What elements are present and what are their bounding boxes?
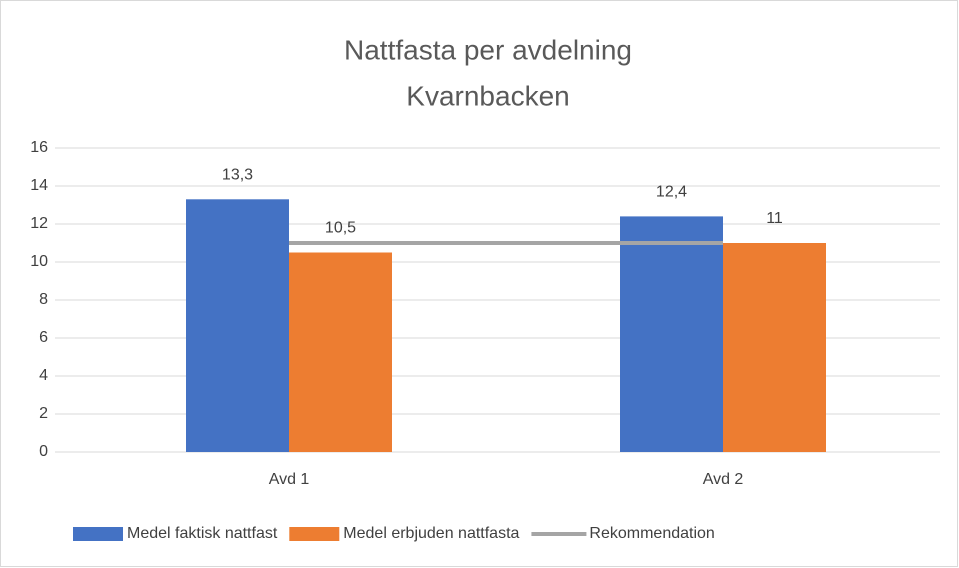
x-tick-label: Avd 2 bbox=[703, 471, 744, 488]
legend-label: Medel erbjuden nattfasta bbox=[343, 525, 519, 542]
data-label: 13,3 bbox=[222, 167, 253, 184]
legend-swatch bbox=[73, 527, 123, 541]
y-tick-label: 8 bbox=[39, 291, 48, 308]
y-tick-label: 6 bbox=[39, 329, 48, 346]
legend-label: Rekommendation bbox=[589, 525, 714, 542]
y-tick-label: 12 bbox=[30, 215, 48, 232]
y-tick-label: 2 bbox=[39, 405, 48, 422]
y-tick-label: 14 bbox=[30, 177, 48, 194]
y-tick-label: 0 bbox=[39, 443, 48, 460]
y-tick-label: 16 bbox=[30, 139, 48, 156]
legend-label: Medel faktisk nattfast bbox=[127, 525, 278, 542]
data-label: 12,4 bbox=[656, 184, 687, 201]
y-tick-label: 10 bbox=[30, 253, 48, 270]
bar bbox=[186, 199, 289, 452]
chart-subtitle: Kvarnbacken bbox=[406, 80, 569, 111]
bar bbox=[723, 243, 826, 452]
bar bbox=[289, 252, 392, 452]
chart-title: Nattfasta per avdelning bbox=[344, 34, 632, 65]
data-label: 10,5 bbox=[325, 220, 356, 237]
legend-swatch bbox=[289, 527, 340, 541]
bar bbox=[620, 216, 723, 452]
y-tick-label: 4 bbox=[39, 367, 48, 384]
x-tick-label: Avd 1 bbox=[269, 471, 310, 488]
data-label: 11 bbox=[766, 210, 783, 227]
